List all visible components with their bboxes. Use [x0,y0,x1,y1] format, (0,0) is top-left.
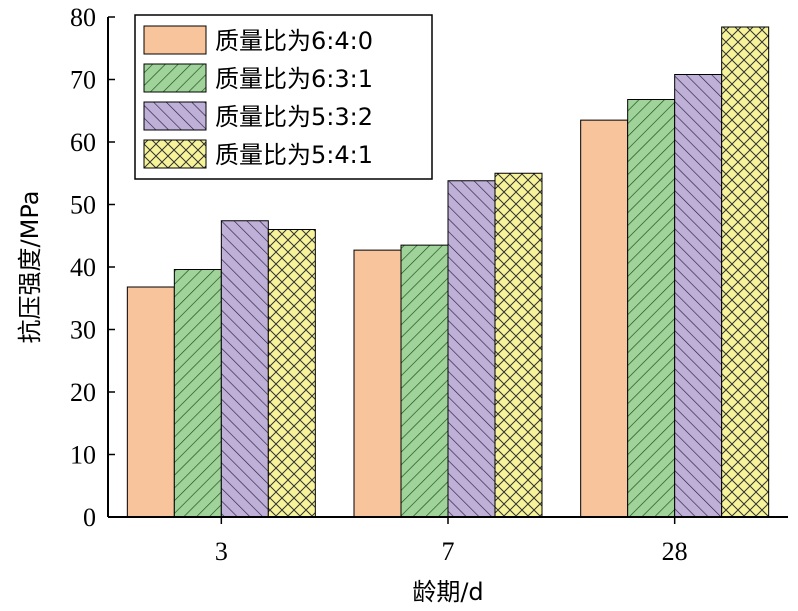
legend-label: 质量比为6:4:0 [215,27,373,55]
legend-swatch [143,139,207,169]
x-tick-label: 7 [442,537,455,566]
bar-3-3 [220,220,269,518]
legend-label: 质量比为5:4:1 [215,141,373,169]
y-tick-label: 30 [70,316,96,345]
y-tick-label: 40 [70,253,96,282]
bar-3-7 [447,180,496,518]
bar-1-7 [353,249,402,518]
bar-2-7 [400,244,449,518]
legend-label: 质量比为5:3:2 [215,103,373,131]
bar-4-7 [494,172,543,518]
bar-4-3 [267,229,316,518]
y-axis-title: 抗压强度/MPa [16,191,44,344]
bar-2-28 [627,99,676,518]
legend-swatch [143,63,207,93]
y-tick-label: 80 [70,3,96,32]
legend-swatch [143,25,207,55]
y-tick-label: 20 [70,378,96,407]
y-tick-label: 60 [70,128,96,157]
x-axis-title: 龄期/d [412,578,483,606]
y-tick-label: 70 [70,66,96,95]
bar-4-28 [721,26,770,518]
x-tick-label: 28 [662,537,688,566]
y-tick-label: 50 [70,191,96,220]
bar-3-28 [674,74,723,518]
legend-label: 质量比为6:3:1 [215,65,373,93]
x-tick-label: 3 [215,537,228,566]
bar-1-28 [580,119,629,518]
bar-1-3 [126,286,175,518]
y-tick-label: 0 [83,503,96,532]
legend-swatch [143,101,207,131]
bar-2-3 [173,269,222,518]
y-tick-label: 10 [70,441,96,470]
